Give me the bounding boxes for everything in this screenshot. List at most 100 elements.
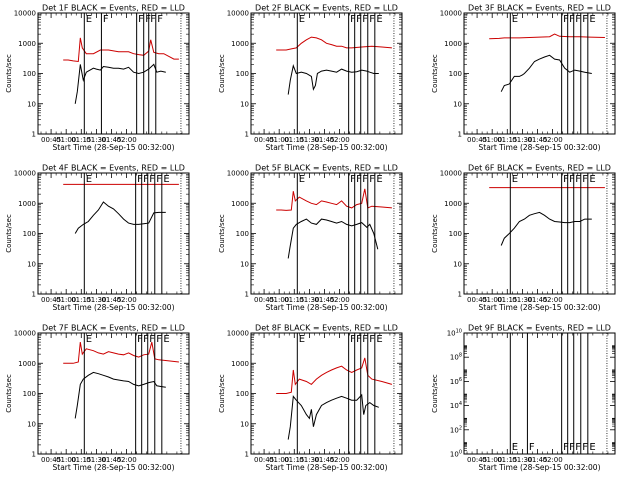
y-axis-label: Counts/sec (218, 214, 226, 253)
y-tick-label: 108 (450, 353, 462, 362)
marker-label: F (350, 14, 356, 25)
x-tick-label: 01:45 (527, 136, 547, 144)
marker-label: F (156, 334, 162, 345)
x-axis-label: Start Time (28-Sep-15 00:32:00) (479, 303, 601, 312)
marker-label: E (299, 334, 305, 345)
marker-label: E (512, 14, 518, 25)
x-tick-label: 00:45 (254, 456, 274, 464)
y-axis-label: Counts/sec (5, 214, 13, 253)
plot-frame (37, 332, 190, 455)
panel-3: Det 3F BLACK = Events, RED = LLD 1 10 100 10… (431, 4, 616, 152)
x-axis-label: Start Time (28-Sep-15 00:32:00) (53, 463, 175, 472)
y-tick-label: 100 (236, 70, 249, 78)
x-tick-label: 01:15 (284, 136, 304, 144)
marker-label: F (362, 14, 368, 25)
x-tick-label: 01:15 (284, 456, 304, 464)
y-tick-label: 1 (32, 131, 36, 139)
panel-title: Det 2F BLACK = Events, RED = LLD (255, 4, 398, 13)
y-axis-label: Counts/sec (5, 54, 13, 93)
marker-label: E (589, 442, 595, 453)
y-tick-label: 10000 (440, 170, 462, 178)
x-tick-label: 01:30 (512, 136, 532, 144)
y-tick-label: 1010 (447, 329, 462, 338)
x-tick-label: 01:30 (299, 296, 319, 304)
marker-label: F (362, 334, 368, 345)
panel-title: Det 8F BLACK = Events, RED = LLD (255, 324, 398, 333)
plot-area (63, 341, 179, 419)
y-tick-label: 1 (458, 131, 462, 139)
y-tick-label: 100 (23, 390, 36, 398)
panel-1: Det 1F BLACK = Events, RED = LLD 1 10 100 10… (5, 4, 190, 152)
x-tick-label: 00:45 (41, 456, 61, 464)
events-series-line (74, 63, 166, 104)
y-tick-label: 10 (27, 100, 36, 108)
marker-label: E (512, 174, 518, 185)
x-tick-label: 00:45 (467, 136, 487, 144)
y-tick-label: 106 (450, 377, 462, 386)
x-tick-label: 01:45 (101, 456, 121, 464)
x-tick-label: 01:30 (86, 296, 106, 304)
x-tick-label: 01:00 (269, 456, 289, 464)
marker-label: F (356, 174, 362, 185)
y-axis-label: Counts/sec (218, 54, 226, 93)
y-tick-label: 1000 (231, 360, 249, 368)
y-tick-label: 100 (450, 450, 462, 459)
panel-title: Det 7F BLACK = Events, RED = LLD (42, 324, 185, 333)
x-tick-label: 00:45 (254, 296, 274, 304)
marker-label: F (563, 442, 569, 453)
marker-label: E (376, 14, 382, 25)
y-tick-label: 1 (245, 451, 249, 459)
events-series-line (287, 218, 379, 259)
marker-label: F (582, 442, 588, 453)
marker-label: F (350, 334, 356, 345)
x-tick-label: 01:00 (56, 456, 76, 464)
panel-4: Det 4F BLACK = Events, RED = LLD 1 10 100 10… (5, 164, 190, 312)
x-tick-label: 02:00 (542, 456, 562, 464)
y-tick-label: 1 (458, 291, 462, 299)
marker-label: F (569, 14, 575, 25)
x-tick-label: 01:00 (482, 136, 502, 144)
y-tick-label: 10 (240, 420, 249, 428)
events-series-line (74, 371, 166, 419)
y-tick-label: 10 (27, 260, 36, 268)
marker-label: E (299, 14, 305, 25)
y-tick-label: 10 (27, 420, 36, 428)
marker-label: F (582, 174, 588, 185)
y-tick-label: 10 (453, 100, 462, 108)
y-tick-label: 10 (453, 260, 462, 268)
x-tick-label: 01:30 (86, 456, 106, 464)
marker-label: F (137, 334, 143, 345)
x-tick-label: 00:45 (467, 296, 487, 304)
plot-area (276, 36, 392, 95)
marker-label: F (575, 174, 581, 185)
y-tick-label: 1 (32, 291, 36, 299)
y-tick-label: 1000 (18, 200, 36, 208)
marker-label: F (145, 14, 151, 25)
lld-series-line (63, 341, 179, 364)
lld-series-line (63, 37, 179, 63)
y-tick-label: 100 (23, 70, 36, 78)
y-axis-label: Counts/sec (431, 214, 439, 253)
lld-series-line (276, 36, 392, 51)
x-tick-label: 02:00 (116, 456, 136, 464)
x-tick-label: 01:30 (512, 296, 532, 304)
y-tick-label: 1000 (444, 200, 462, 208)
y-axis-label: Counts/sec (218, 374, 226, 413)
x-tick-label: 02:00 (542, 136, 562, 144)
marker-label: E (86, 174, 92, 185)
x-tick-label: 02:00 (542, 296, 562, 304)
marker-label: F (582, 14, 588, 25)
events-series-line (500, 211, 592, 246)
x-axis-label: Start Time (28-Sep-15 00:32:00) (53, 143, 175, 152)
marker-label: F (103, 14, 109, 25)
marker-label: F (143, 174, 149, 185)
panel-title: Det 9F BLACK = Events, RED = LLD (468, 324, 611, 333)
x-tick-label: 01:00 (482, 296, 502, 304)
y-tick-label: 1000 (18, 360, 36, 368)
marker-label: E (163, 334, 169, 345)
marker-label: F (369, 14, 375, 25)
events-series-line (74, 201, 166, 234)
y-tick-label: 100 (236, 390, 249, 398)
marker-label: E (376, 334, 382, 345)
x-tick-label: 02:00 (329, 296, 349, 304)
